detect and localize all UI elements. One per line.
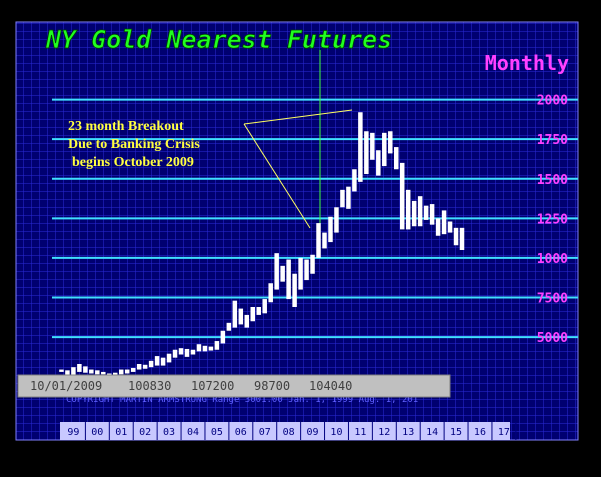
annotation-pointer: [243, 123, 311, 229]
annotation-pointer: [243, 109, 353, 125]
y-tick-label: 7500: [537, 292, 568, 307]
x-tick-label: 01: [115, 427, 127, 438]
annotation-line: begins October 2009: [72, 155, 194, 170]
x-tick-label: 03: [163, 427, 175, 438]
info-field: 10/01/2009: [30, 379, 102, 393]
annotation-line: 23 month Breakout: [68, 119, 184, 134]
x-tick-label: 02: [139, 427, 151, 438]
info-field: 100830: [128, 379, 171, 393]
x-tick-label: 08: [283, 427, 295, 438]
x-tick-label: 99: [67, 427, 79, 438]
footer-text: COPYRIGHT MARTIN ARMSTRONG Range 3001.00…: [66, 395, 418, 405]
x-tick-label: 04: [187, 427, 199, 438]
x-tick-label: 11: [354, 427, 366, 438]
y-tick-label: 1750: [537, 133, 568, 148]
x-tick-label: 07: [259, 427, 271, 438]
chart-subtitle: Monthly: [485, 51, 569, 75]
y-tick-label: 1000: [537, 252, 568, 267]
bars-group: [59, 112, 465, 377]
chart-title: NY Gold Nearest Futures: [45, 25, 392, 54]
y-tick-label: 5000: [537, 331, 568, 346]
y-tick-label: 1500: [537, 173, 568, 188]
x-tick-label: 05: [211, 427, 223, 438]
y-tick-label: 2000: [537, 94, 568, 109]
x-tick-label: 14: [426, 427, 438, 438]
info-field: 107200: [191, 379, 234, 393]
x-tick-label: 13: [402, 427, 414, 438]
x-tick-label: 15: [450, 427, 462, 438]
x-tick-label: 12: [378, 427, 390, 438]
x-tick-label: 06: [235, 427, 247, 438]
info-field: 98700: [254, 379, 290, 393]
info-bar: [17, 374, 451, 398]
y-tick-label: 1250: [537, 212, 568, 227]
year-strip: [60, 422, 510, 440]
x-tick-label: 09: [307, 427, 319, 438]
grid-group: [52, 98, 578, 440]
annotation-line: Due to Banking Crisis: [68, 137, 200, 152]
x-tick-label: 17: [498, 427, 510, 438]
x-tick-label: 16: [474, 427, 486, 438]
plot-panel: [15, 21, 579, 441]
x-tick-label: 10: [330, 427, 342, 438]
info-field: 104040: [309, 379, 352, 393]
x-tick-label: 00: [91, 427, 103, 438]
